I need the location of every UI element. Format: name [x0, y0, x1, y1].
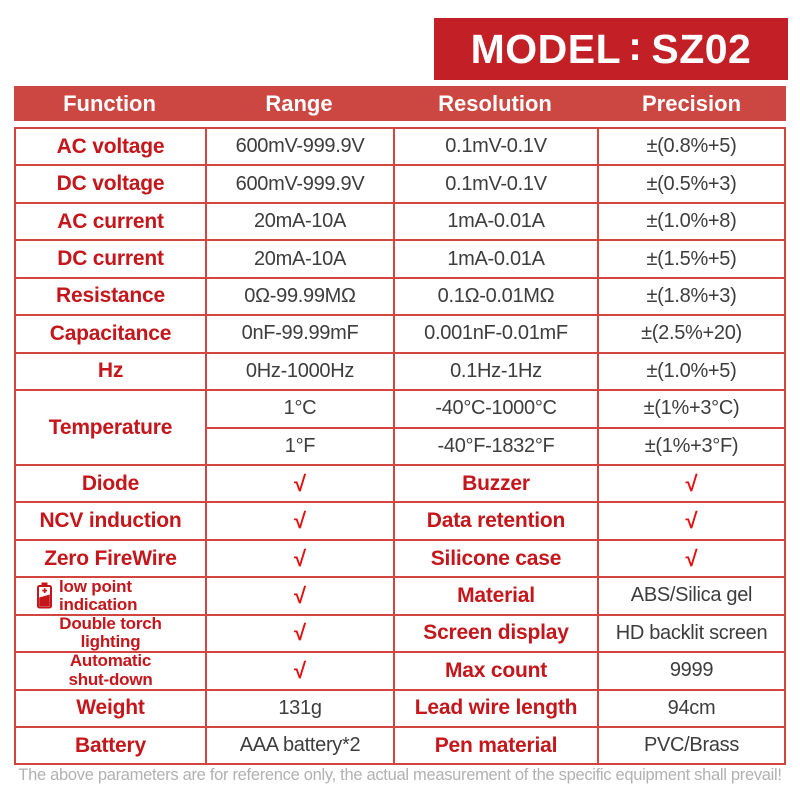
precision-cell: ±(1.8%+3) [599, 278, 786, 317]
table-header-row: Function Range Resolution Precision [14, 86, 786, 121]
checkmark: √ [207, 503, 395, 541]
resolution-cell: 1mA-0.01A [395, 241, 599, 279]
resolution-cell: 0.1mV-0.1V [395, 166, 599, 204]
checkmark: √ [599, 503, 786, 541]
model-banner: MODEL : SZ02 [434, 18, 788, 80]
range-cell: 20mA-10A [207, 241, 395, 279]
feature-label: low point indication [59, 578, 138, 614]
feature-label-cell: Buzzer [395, 465, 599, 504]
precision-cell: ±(1%+3°F) [599, 428, 786, 466]
function-cell: DC current [16, 241, 207, 279]
feature-label-cell: Battery [16, 728, 207, 766]
checkmark: √ [207, 653, 395, 691]
function-cell: Hz [16, 353, 207, 392]
feature-value-cell: 94cm [599, 690, 786, 728]
model-name: SZ02 [651, 25, 752, 72]
precision-cell: ±(1%+3°C) [599, 391, 786, 429]
function-cell: DC voltage [16, 166, 207, 204]
precision-cell: ±(2.5%+20) [599, 316, 786, 354]
feature-label-cell: Zero FireWire [16, 540, 207, 579]
precision-cell: ±(1.0%+5) [599, 353, 786, 392]
feature-value-cell: 131g [207, 690, 395, 728]
feature-label-cell: Max count [395, 653, 599, 691]
range-cell: 20mA-10A [207, 203, 395, 242]
disclaimer-text: The above parameters are for reference o… [18, 766, 782, 784]
range-cell: 1°C [207, 391, 395, 429]
model-label-prefix: MODEL [470, 25, 622, 72]
range-cell: 0nF-99.99mF [207, 316, 395, 354]
resolution-cell: -40°F-1832°F [395, 428, 599, 466]
range-cell: 0Ω-99.99MΩ [207, 278, 395, 317]
spec-table: AC voltage 600mV-999.9V 0.1mV-0.1V ±(0.8… [14, 127, 786, 766]
low-battery-icon [37, 582, 52, 609]
header-precision: Precision [641, 90, 742, 116]
range-cell: 1°F [207, 428, 395, 466]
feature-value-cell: 9999 [599, 653, 786, 691]
feature-label-cell: Material [395, 578, 599, 616]
feature-label-cell: Double torch lighting [16, 615, 207, 654]
feature-label-cell-low-battery: low point indication [16, 578, 207, 616]
range-cell: 0Hz-1000Hz [207, 353, 395, 392]
function-cell: Capacitance [16, 316, 207, 354]
resolution-cell: 1mA-0.01A [395, 203, 599, 242]
feature-label-cell: Lead wire length [395, 690, 599, 728]
feature-value-cell: ABS/Silica gel [599, 578, 786, 616]
feature-label-cell: Pen material [395, 728, 599, 766]
model-label-separator: : [628, 23, 643, 69]
range-cell: 600mV-999.9V [207, 166, 395, 204]
precision-cell: ±(0.5%+3) [599, 166, 786, 204]
header-function: Function [63, 90, 156, 116]
precision-cell: ±(0.8%+5) [599, 129, 786, 167]
feature-value-cell: HD backlit screen [599, 615, 786, 654]
feature-label-cell: Silicone case [395, 540, 599, 579]
checkmark: √ [207, 540, 395, 579]
precision-cell: ±(1.0%+8) [599, 203, 786, 242]
function-cell: Resistance [16, 278, 207, 317]
resolution-cell: 0.1mV-0.1V [395, 129, 599, 167]
feature-label-cell: Weight [16, 690, 207, 728]
header-resolution: Resolution [438, 90, 552, 116]
checkmark: √ [599, 540, 786, 579]
feature-label-cell: Screen display [395, 615, 599, 654]
precision-cell: ±(1.5%+5) [599, 241, 786, 279]
function-cell: AC voltage [16, 129, 207, 167]
feature-value-cell: PVC/Brass [599, 728, 786, 766]
checkmark: √ [599, 465, 786, 504]
checkmark: √ [207, 465, 395, 504]
checkmark: √ [207, 578, 395, 616]
feature-value-cell: AAA battery*2 [207, 728, 395, 766]
range-cell: 600mV-999.9V [207, 129, 395, 167]
resolution-cell: 0.001nF-0.01mF [395, 316, 599, 354]
feature-label-cell: NCV induction [16, 503, 207, 541]
function-cell: AC current [16, 203, 207, 242]
feature-label-cell: Automatic shut-down [16, 653, 207, 691]
header-range: Range [265, 90, 333, 116]
resolution-cell: 0.1Ω-0.01MΩ [395, 278, 599, 317]
function-cell-temperature: Temperature [16, 391, 207, 466]
feature-label-cell: Diode [16, 465, 207, 504]
checkmark: √ [207, 615, 395, 654]
resolution-cell: 0.1Hz-1Hz [395, 353, 599, 392]
resolution-cell: -40°C-1000°C [395, 391, 599, 429]
feature-label-cell: Data retention [395, 503, 599, 541]
